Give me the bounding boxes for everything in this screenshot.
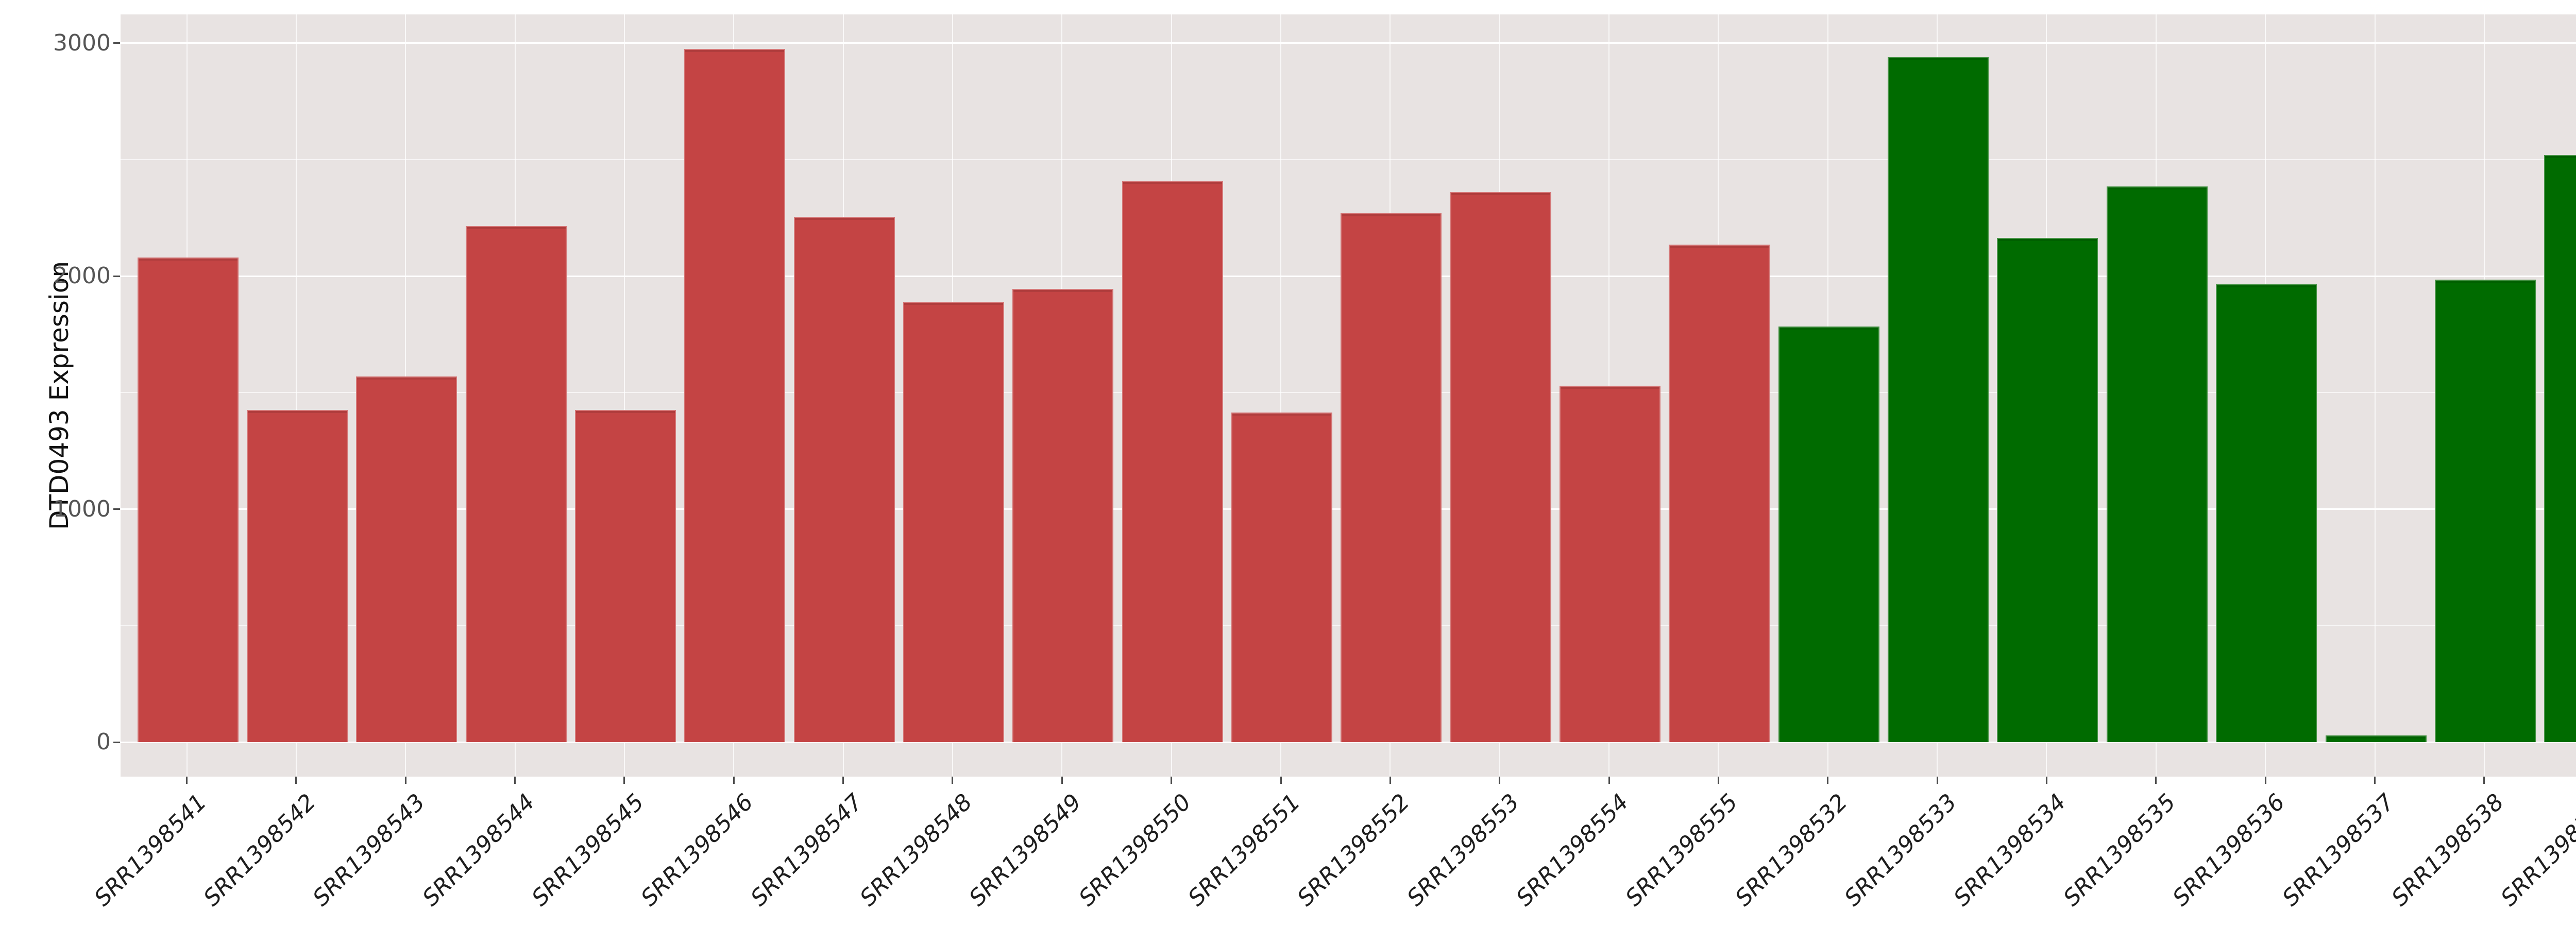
bar-SRR1398552 <box>1341 213 1442 742</box>
x-tick-mark <box>186 777 188 784</box>
grid-major-line <box>121 741 2576 743</box>
x-tick-label-SRR1398543: SRR1398543 <box>308 788 431 912</box>
x-tick-mark <box>1608 777 1610 784</box>
x-tick-mark <box>2374 777 2376 784</box>
x-tick-mark <box>2264 777 2266 784</box>
x-tick-label-SRR1398551: SRR1398551 <box>1183 788 1306 912</box>
bar-SRR1398535 <box>2106 186 2208 742</box>
bar-SRR1398534 <box>1997 237 2098 742</box>
y-tick-mark <box>113 741 120 743</box>
y-tick-label-2000: 2000 <box>53 263 111 289</box>
bar-SRR1398543 <box>356 376 457 742</box>
bar-SRR1398549 <box>1012 289 1114 742</box>
grid-vline <box>295 14 297 777</box>
y-tick-mark <box>113 508 120 510</box>
bar-SRR1398555 <box>1669 245 1770 742</box>
x-tick-mark <box>1936 777 1938 784</box>
x-tick-mark <box>2045 777 2047 784</box>
x-tick-mark <box>514 777 516 784</box>
x-tick-label-SRR1398538: SRR1398538 <box>2386 788 2509 912</box>
grid-vline <box>2374 14 2376 777</box>
x-tick-mark <box>1389 777 1391 784</box>
x-tick-mark <box>1499 777 1501 784</box>
bar-SRR1398553 <box>1450 192 1551 742</box>
bar-SRR1398536 <box>2216 284 2317 742</box>
x-tick-label-SRR1398548: SRR1398548 <box>855 788 977 912</box>
x-tick-mark <box>842 777 844 784</box>
x-tick-label-SRR1398539: SRR1398539 <box>2496 788 2576 912</box>
x-tick-mark <box>1717 777 1719 784</box>
bar-SRR1398548 <box>903 302 1004 742</box>
x-tick-label-SRR1398546: SRR1398546 <box>636 788 759 912</box>
x-tick-mark <box>952 777 954 784</box>
grid-major-line <box>121 42 2576 44</box>
x-tick-label-SRR1398534: SRR1398534 <box>1948 788 2072 912</box>
x-tick-label-SRR1398553: SRR1398553 <box>1402 788 1524 912</box>
x-tick-mark <box>1171 777 1173 784</box>
bar-SRR1398554 <box>1560 385 1661 742</box>
y-tick-label-3000: 3000 <box>53 29 111 56</box>
x-tick-mark <box>2155 777 2157 784</box>
y-tick-label-1000: 1000 <box>53 495 111 522</box>
x-tick-mark <box>404 777 406 784</box>
bar-SRR1398551 <box>1231 412 1332 742</box>
x-tick-mark <box>1827 777 1829 784</box>
plot-area <box>121 14 2576 777</box>
x-tick-label-SRR1398533: SRR1398533 <box>1839 788 1962 912</box>
x-tick-mark <box>1061 777 1063 784</box>
x-tick-label-SRR1398547: SRR1398547 <box>745 788 868 912</box>
y-tick-label-0: 0 <box>96 729 111 755</box>
bar-SRR1398542 <box>246 410 348 742</box>
x-tick-label-SRR1398532: SRR1398532 <box>1730 788 1853 912</box>
bar-SRR1398547 <box>793 216 895 742</box>
bar-SRR1398539 <box>2544 154 2576 742</box>
x-tick-label-SRR1398545: SRR1398545 <box>527 788 649 912</box>
y-tick-mark <box>113 275 120 277</box>
grid-vline <box>623 14 625 777</box>
x-tick-label-SRR1398552: SRR1398552 <box>1292 788 1415 912</box>
bar-SRR1398537 <box>2325 735 2427 742</box>
x-tick-label-SRR1398550: SRR1398550 <box>1073 788 1196 912</box>
x-tick-mark <box>2483 777 2485 784</box>
x-tick-label-SRR1398536: SRR1398536 <box>2167 788 2291 912</box>
x-tick-label-SRR1398544: SRR1398544 <box>417 788 540 912</box>
bar-SRR1398533 <box>1888 57 1989 742</box>
y-tick-mark <box>113 42 120 44</box>
x-tick-mark <box>1280 777 1282 784</box>
bar-SRR1398546 <box>684 49 786 742</box>
x-tick-label-SRR1398555: SRR1398555 <box>1620 788 1743 912</box>
x-tick-label-SRR1398537: SRR1398537 <box>2277 788 2400 912</box>
bar-SRR1398545 <box>574 410 676 742</box>
x-tick-label-SRR1398541: SRR1398541 <box>89 788 212 912</box>
bar-SRR1398532 <box>1778 326 1879 742</box>
x-tick-label-SRR1398554: SRR1398554 <box>1511 788 1634 912</box>
bar-SRR1398550 <box>1122 180 1223 742</box>
x-tick-mark <box>295 777 297 784</box>
x-tick-label-SRR1398549: SRR1398549 <box>964 788 1087 912</box>
x-tick-mark <box>623 777 625 784</box>
y-axis-title: DTD0493 Expression <box>44 261 74 530</box>
x-tick-mark <box>733 777 735 784</box>
x-tick-label-SRR1398542: SRR1398542 <box>198 788 321 912</box>
bar-SRR1398541 <box>137 258 239 742</box>
bar-SRR1398538 <box>2434 280 2536 742</box>
bar-SRR1398544 <box>465 226 567 742</box>
x-tick-label-SRR1398535: SRR1398535 <box>2058 788 2181 912</box>
grid-minor-line <box>121 159 2576 160</box>
grid-vline <box>1280 14 1281 777</box>
